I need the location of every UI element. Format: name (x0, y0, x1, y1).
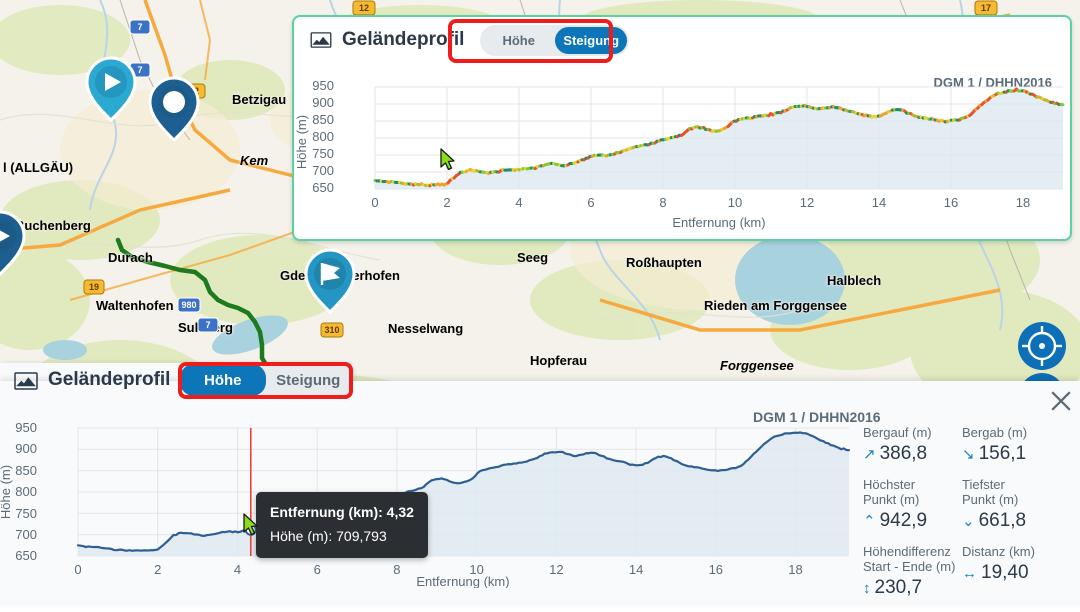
svg-text:Seeg: Seeg (517, 250, 548, 265)
svg-text:18: 18 (1016, 195, 1030, 210)
svg-text:Halblech: Halblech (827, 273, 881, 288)
svg-text:19: 19 (89, 282, 99, 292)
svg-text:700: 700 (312, 163, 334, 178)
svg-text:750: 750 (312, 146, 334, 161)
svg-text:Waltenhofen: Waltenhofen (96, 298, 174, 313)
svg-text:18: 18 (788, 562, 802, 577)
svg-text:Hopferau: Hopferau (530, 353, 587, 368)
svg-text:Roßhaupten: Roßhaupten (626, 255, 702, 270)
svg-text:6: 6 (314, 562, 321, 577)
svg-text:2: 2 (443, 195, 450, 210)
svg-text:Forggensee: Forggensee (720, 358, 794, 373)
svg-text:4: 4 (515, 195, 522, 210)
svg-text:6: 6 (587, 195, 594, 210)
svg-text:950: 950 (15, 423, 37, 435)
svg-text:Buchenberg: Buchenberg (15, 218, 91, 233)
svg-text:7: 7 (137, 65, 142, 75)
svg-text:Höhe (m): Höhe (m) (294, 115, 309, 169)
svg-text:700: 700 (15, 527, 37, 542)
svg-text:12: 12 (549, 562, 563, 577)
svg-text:Entfernung (km): Entfernung (km) (672, 215, 765, 230)
svg-text:750: 750 (15, 506, 37, 521)
svg-text:900: 900 (312, 95, 334, 110)
svg-text:Rieden am Forggensee: Rieden am Forggensee (704, 298, 847, 313)
svg-text:850: 850 (15, 463, 37, 478)
svg-text:Betzigau: Betzigau (232, 92, 286, 107)
svg-text:16: 16 (944, 195, 958, 210)
svg-text:0: 0 (371, 195, 378, 210)
svg-text:12: 12 (359, 3, 369, 13)
svg-text:900: 900 (15, 441, 37, 456)
svg-text:650: 650 (15, 548, 37, 563)
svg-text:310: 310 (324, 325, 339, 335)
svg-text:4: 4 (234, 562, 241, 577)
svg-text:Durach: Durach (108, 250, 153, 265)
svg-text:Nesselwang: Nesselwang (388, 321, 463, 336)
svg-text:2: 2 (154, 562, 161, 577)
svg-text:10: 10 (728, 195, 742, 210)
svg-text:8: 8 (659, 195, 666, 210)
svg-text:16: 16 (709, 562, 723, 577)
svg-text:800: 800 (312, 129, 334, 144)
svg-text:Höhe (m): Höhe (m) (0, 465, 13, 519)
svg-text:7: 7 (137, 22, 142, 32)
svg-text:800: 800 (15, 484, 37, 499)
svg-text:14: 14 (629, 562, 643, 577)
svg-text:Entfernung (km): Entfernung (km) (416, 574, 509, 588)
svg-text:980: 980 (181, 300, 196, 310)
svg-text:l (ALLGÄU): l (ALLGÄU) (3, 160, 73, 175)
svg-text:650: 650 (312, 180, 334, 195)
svg-text:850: 850 (312, 112, 334, 127)
svg-text:8: 8 (393, 562, 400, 577)
svg-text:7: 7 (205, 320, 210, 330)
svg-text:12: 12 (800, 195, 814, 210)
svg-text:14: 14 (872, 195, 886, 210)
svg-text:17: 17 (981, 3, 991, 13)
svg-text:0: 0 (74, 562, 81, 577)
svg-text:950: 950 (312, 78, 334, 93)
svg-text:Kem: Kem (240, 153, 269, 168)
